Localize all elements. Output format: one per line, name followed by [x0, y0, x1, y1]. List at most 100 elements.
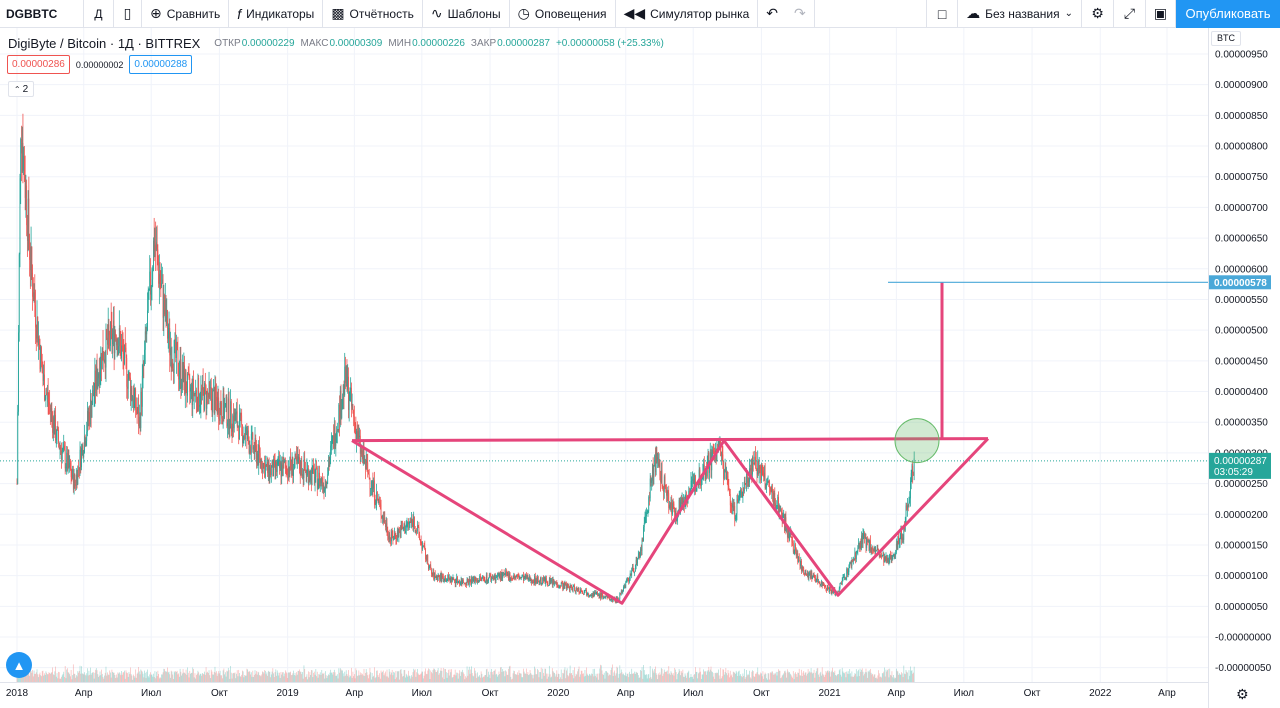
volume-bar [331, 672, 333, 682]
replay-button[interactable]: ◀◀ Симулятор рынка [616, 0, 759, 28]
volume-bar [408, 675, 410, 682]
volume-bar [356, 670, 357, 682]
chart-logo-button[interactable]: ▲ [6, 652, 32, 678]
candle-body [692, 478, 694, 480]
volume-bar [291, 674, 293, 682]
volume-bar [692, 678, 694, 682]
candle-body [316, 467, 317, 469]
candle-body [366, 460, 368, 464]
indicators-button[interactable]: f Индикаторы [229, 0, 324, 28]
currency-label[interactable]: BTC [1211, 31, 1241, 46]
candle-body [357, 431, 359, 439]
volume-bar [563, 669, 565, 682]
candle-body [365, 460, 367, 470]
candle-body [913, 458, 915, 476]
candle-body [296, 456, 297, 462]
volume-bar [58, 671, 59, 682]
volume-bar [858, 676, 860, 682]
volume-bar [849, 669, 851, 682]
candle-body [201, 380, 203, 391]
volume-bar [880, 676, 882, 682]
candle-body [80, 449, 82, 468]
candle-body [852, 558, 854, 562]
interval-button[interactable]: Д [84, 0, 114, 28]
candle-body [643, 522, 645, 528]
volume-bar [410, 678, 412, 682]
candle-body [465, 584, 467, 586]
volume-bar [379, 678, 381, 682]
candle-body [387, 532, 389, 537]
volume-bar [586, 673, 588, 682]
financials-button[interactable]: ▩ Отчётность [323, 0, 423, 28]
candle-body [197, 378, 199, 411]
candle-body [52, 417, 54, 433]
candle-body [801, 560, 802, 572]
volume-bar [844, 673, 845, 682]
candle-body [456, 577, 458, 582]
volume-bar [468, 666, 470, 682]
volume-bar [314, 674, 316, 682]
axis-settings-icon[interactable]: ⚙ [1236, 686, 1249, 702]
volume-bar [538, 677, 540, 682]
candle-body [622, 591, 624, 593]
candle-body [180, 359, 182, 388]
fullscreen-button[interactable]: ⤢ [1114, 0, 1146, 28]
volume-bar [816, 668, 818, 682]
candle-body [602, 594, 604, 599]
volume-bar [221, 675, 223, 682]
candle-body [500, 574, 501, 580]
layout-name-button[interactable]: ☁ Без названия ⌄ [958, 0, 1082, 28]
buy-price-box[interactable]: 0.00000288 [129, 55, 193, 74]
volume-bar [395, 670, 397, 682]
candle-body [262, 463, 264, 473]
x-tick-label: Июл [412, 688, 432, 699]
compare-button[interactable]: ⊕ Сравнить [142, 0, 230, 28]
candle-body [635, 560, 637, 566]
volume-bar [138, 671, 140, 682]
volume-bar [308, 677, 310, 682]
volume-bar [605, 671, 607, 682]
templates-button[interactable]: ∿ Шаблоны [423, 0, 510, 28]
candle-body [112, 333, 114, 345]
candle-body [29, 239, 31, 260]
volume-bar [637, 675, 639, 682]
volume-bar [736, 672, 738, 682]
volume-bar [898, 673, 900, 682]
alerts-button[interactable]: ◷ Оповещения [510, 0, 616, 28]
volume-bar [408, 670, 409, 682]
target-price-tag [1209, 275, 1271, 290]
snapshot-button[interactable]: ▣ [1146, 0, 1176, 28]
publish-button[interactable]: Опубликовать [1176, 0, 1280, 28]
price-chart[interactable]: 0.000009500.000009000.000008500.00000800… [0, 28, 1280, 708]
candle-body [632, 566, 634, 572]
volume-bar [886, 671, 888, 682]
volume-bar [335, 675, 337, 682]
sell-price-box[interactable]: 0.00000286 [7, 55, 70, 74]
chart-type-button[interactable]: ▯ [114, 0, 142, 28]
fullscreen-layout-button[interactable]: □ [926, 0, 959, 28]
volume-bar [175, 671, 177, 682]
candle-body [391, 531, 392, 542]
candle-body [759, 466, 761, 470]
candle-body [818, 581, 819, 583]
y-tick-label: 0.00000600 [1215, 264, 1268, 275]
candle-body [557, 587, 559, 588]
candle-body [600, 593, 601, 599]
candle-body [57, 428, 59, 430]
volume-bar [604, 678, 606, 682]
volume-bar [596, 677, 598, 682]
candle-body [726, 472, 727, 480]
candle-body [597, 592, 598, 596]
undo-button[interactable]: ↶ [758, 0, 786, 28]
settings-button[interactable]: ⚙ [1082, 0, 1114, 28]
candle-body [385, 523, 387, 527]
symbol-search[interactable]: DGBBTC [0, 0, 84, 28]
volume-bar [297, 670, 299, 682]
candle-body [554, 582, 556, 584]
indicators-collapse-button[interactable]: ⌃ 2 [8, 81, 34, 97]
volume-bar [391, 672, 392, 682]
volume-bar [821, 667, 823, 682]
candle-body [388, 534, 390, 540]
candle-body [735, 517, 736, 520]
volume-bar [259, 675, 260, 682]
